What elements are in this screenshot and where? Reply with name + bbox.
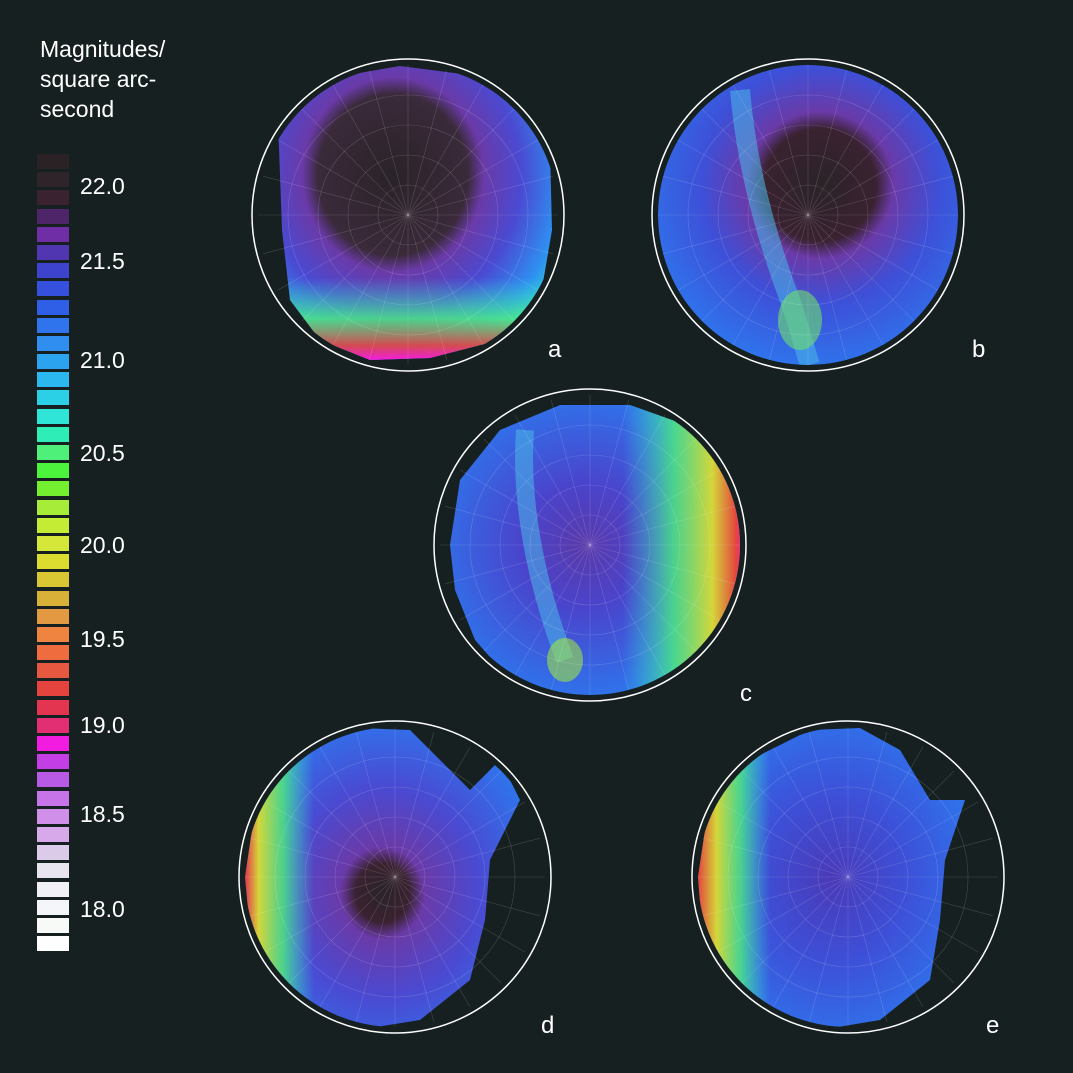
color-scale-swatch [37, 335, 69, 351]
color-scale-swatch [37, 481, 69, 497]
color-scale-swatch [37, 299, 69, 315]
scale-tick: 19.5 [80, 626, 125, 652]
color-scale-swatch [37, 863, 69, 879]
color-scale-swatch [37, 226, 69, 242]
color-scale-swatch [37, 426, 69, 442]
polar-grid [698, 727, 998, 1027]
color-scale-swatch [37, 281, 69, 297]
polar-grid [245, 727, 545, 1027]
color-scale-swatch [37, 572, 69, 588]
sky-map-d [245, 727, 545, 1027]
horizon-circle [651, 58, 965, 372]
horizon-circle [433, 388, 747, 702]
polar-grid [658, 65, 958, 365]
scale-tick: 22.0 [80, 173, 125, 199]
color-scale-bar [37, 154, 69, 954]
color-scale-swatch [37, 899, 69, 915]
panel-label-b: b [972, 336, 986, 363]
color-scale-swatch [37, 790, 69, 806]
horizon-circle [251, 58, 565, 372]
panel-label-d: d [541, 1012, 555, 1039]
color-scale-swatch [37, 645, 69, 661]
color-scale-swatch [37, 608, 69, 624]
color-scale-swatch [37, 244, 69, 260]
polar-grid [440, 395, 740, 695]
scale-tick: 20.5 [80, 440, 125, 466]
scale-tick: 19.0 [80, 712, 125, 738]
color-scale-swatch [37, 154, 69, 169]
color-scale-swatch [37, 736, 69, 751]
color-scale-swatch [37, 208, 69, 224]
sky-map-b [658, 65, 958, 365]
color-scale-swatch [37, 626, 69, 642]
panel-label-c: c [740, 680, 752, 707]
color-scale-swatch [37, 681, 69, 697]
scale-tick: 18.0 [80, 896, 125, 922]
color-scale-swatch [37, 826, 69, 842]
color-scale-swatch [37, 190, 69, 206]
panel-label-e: e [986, 1012, 1000, 1039]
color-scale-swatch [37, 354, 69, 370]
color-scale-swatch [37, 590, 69, 606]
color-scale-swatch [37, 172, 69, 188]
color-scale-swatch [37, 881, 69, 897]
color-scale-swatch [37, 463, 69, 479]
color-scale-swatch [37, 754, 69, 770]
panel-label-a: a [548, 336, 562, 363]
color-scale-swatch [37, 554, 69, 570]
color-scale-swatch [37, 717, 69, 733]
color-scale-swatch [37, 808, 69, 824]
color-scale-swatch [37, 845, 69, 861]
color-scale-swatch [37, 408, 69, 424]
sky-map-a [258, 65, 558, 365]
color-scale-swatch [37, 936, 69, 952]
color-scale-swatch [37, 445, 69, 460]
horizon-circle [691, 720, 1005, 1034]
scale-tick: 21.0 [80, 347, 125, 373]
color-scale-swatch [37, 499, 69, 515]
color-scale-swatch [37, 390, 69, 406]
color-scale-swatch [37, 772, 69, 788]
scale-tick: 18.5 [80, 801, 125, 827]
color-scale-swatch [37, 699, 69, 715]
horizon-circle [238, 720, 552, 1034]
legend-title: Magnitudes/ square arc- second [40, 36, 166, 122]
color-scale-swatch [37, 317, 69, 333]
sky-map-c [440, 395, 740, 695]
color-scale-swatch [37, 263, 69, 279]
color-scale-swatch [37, 535, 69, 551]
scale-tick: 20.0 [80, 532, 125, 558]
color-scale-swatch [37, 372, 69, 388]
color-scale-swatch [37, 917, 69, 933]
scale-tick: 21.5 [80, 248, 125, 274]
polar-grid [258, 65, 558, 365]
color-scale-swatch [37, 663, 69, 679]
sky-map-e [698, 727, 998, 1027]
color-scale-swatch [37, 517, 69, 533]
